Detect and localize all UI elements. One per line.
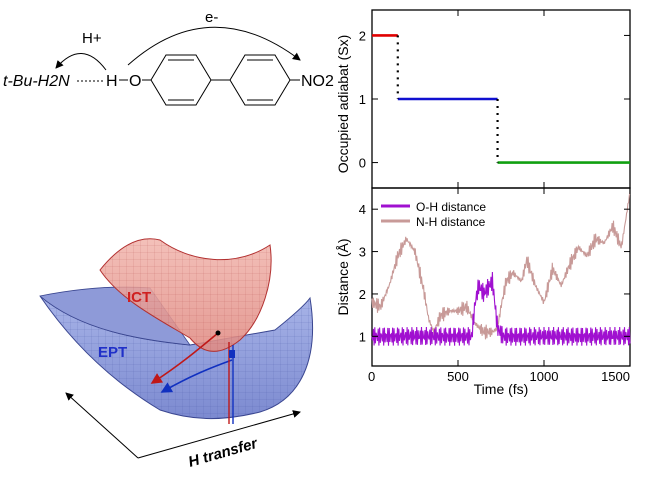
distance-x-tick-label: 1500 bbox=[601, 369, 630, 384]
reaction-scheme: H+ e- t-Bu-H2N H O NO2 bbox=[3, 9, 334, 106]
adiabat-y-tick-label: 1 bbox=[359, 92, 366, 107]
distance-plot-frame bbox=[371, 187, 631, 367]
adiabat-y-tick-label: 0 bbox=[359, 156, 366, 171]
oh-distance-line bbox=[371, 271, 631, 346]
ict-label: ICT bbox=[127, 289, 151, 306]
h-transfer-axis-left bbox=[65, 392, 139, 459]
distance-y-tick-label: 4 bbox=[359, 202, 366, 217]
energy-surfaces: ICT EPT H transfer bbox=[39, 238, 314, 471]
adiabat-y-axis-label: Occupied adiabat (Sx) bbox=[335, 35, 351, 174]
distance-x-tick-label: 0 bbox=[368, 369, 375, 384]
legend-label-nh: N-H distance bbox=[416, 215, 486, 229]
h-transfer-label: H transfer bbox=[186, 435, 260, 471]
ict-surface-mesh bbox=[100, 238, 272, 352]
nh-distance-line bbox=[371, 191, 631, 340]
distance-x-tick-label: 1000 bbox=[530, 369, 559, 384]
oxygen-atom: O bbox=[129, 73, 141, 90]
legend: O-H distance N-H distance bbox=[381, 200, 486, 229]
blue-trajectory bbox=[160, 359, 233, 393]
electron-label: e- bbox=[205, 9, 218, 26]
distance-y-tick-label: 3 bbox=[359, 245, 366, 260]
adiabat-y-tick-label: 2 bbox=[359, 28, 366, 43]
distance-series bbox=[371, 191, 631, 346]
proton-transfer-arrow bbox=[55, 53, 107, 71]
adiabat-series bbox=[372, 34, 630, 164]
red-trajectory bbox=[150, 332, 219, 384]
distance-y-tick-label: 2 bbox=[359, 287, 366, 302]
phenyl-ring-left bbox=[150, 54, 212, 106]
distance-ticks: 1 2 3 4 0 500 1000 1500 bbox=[359, 188, 631, 384]
ept-label: EPT bbox=[98, 344, 127, 361]
legend-label-oh: O-H distance bbox=[416, 200, 486, 214]
adiabat-panel: 0 1 2 Occupied adiabat (Sx) bbox=[335, 9, 631, 189]
hydrogen-atom: H bbox=[106, 73, 118, 90]
phenyl-ring-right bbox=[229, 54, 291, 106]
donor-label: t-Bu-H2N bbox=[3, 73, 70, 90]
nitro-group: NO2 bbox=[301, 73, 334, 90]
h-transfer-axis-right bbox=[137, 410, 301, 459]
hop-marker bbox=[229, 350, 235, 358]
x-axis-label: Time (fs) bbox=[474, 381, 529, 397]
proton-label: H+ bbox=[82, 30, 102, 47]
trajectory-start-point bbox=[215, 330, 221, 336]
ept-surface-mesh bbox=[40, 296, 313, 419]
distance-x-tick-label: 500 bbox=[447, 369, 469, 384]
distance-y-tick-label: 1 bbox=[359, 329, 366, 344]
electron-transfer-arrow bbox=[127, 26, 301, 66]
distance-y-axis-label: Distance (Å) bbox=[335, 238, 351, 315]
